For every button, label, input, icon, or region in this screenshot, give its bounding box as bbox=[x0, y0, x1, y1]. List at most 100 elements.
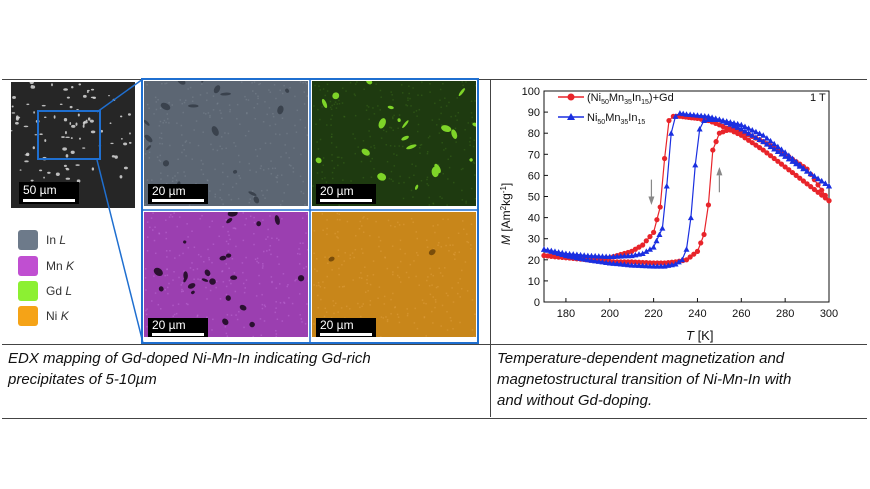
series-1-point bbox=[672, 113, 679, 119]
series-1-point bbox=[763, 135, 770, 141]
series-1-point bbox=[822, 180, 829, 186]
series-1-point bbox=[687, 214, 694, 221]
series-1-point bbox=[668, 130, 675, 136]
row-divider bbox=[2, 344, 867, 345]
y-tick-label: 0 bbox=[534, 297, 540, 309]
sem-overview-image: 50 µm bbox=[11, 82, 135, 208]
x-tick-label: 240 bbox=[688, 308, 706, 320]
series-1-point bbox=[767, 137, 774, 144]
series-1-point bbox=[807, 170, 814, 177]
series-1-point bbox=[723, 118, 730, 124]
panel-scale-bar bbox=[152, 199, 204, 202]
y-tick-label: 50 bbox=[528, 192, 540, 204]
series-1-point bbox=[815, 175, 822, 182]
series-1-point bbox=[599, 258, 606, 265]
x-axis-title: T [K] bbox=[686, 328, 713, 343]
series-1-point bbox=[603, 259, 610, 265]
series-0-point bbox=[687, 254, 693, 260]
panel-scale-label: 20 µm bbox=[320, 184, 354, 198]
series-0-point bbox=[629, 259, 635, 265]
series-1-cooling-line bbox=[543, 112, 830, 258]
series-0-point bbox=[756, 145, 763, 151]
series-1-point bbox=[800, 165, 807, 171]
y-tick-label: 100 bbox=[522, 86, 540, 98]
legend-marker-red bbox=[567, 93, 575, 101]
zoom-lines bbox=[96, 78, 479, 344]
series-1-point bbox=[646, 246, 653, 252]
series-1-point bbox=[738, 121, 745, 128]
series-0-point bbox=[643, 260, 649, 266]
series-1-point bbox=[793, 158, 800, 165]
panel-scale-bar bbox=[320, 199, 372, 202]
series-0-point bbox=[764, 150, 770, 156]
legend-marker-blue bbox=[567, 113, 575, 120]
series-1-point bbox=[551, 249, 558, 255]
series-1-point bbox=[562, 252, 569, 259]
legend-label-gd: (Ni50Mn35In15)+Gd bbox=[587, 92, 674, 106]
series-1-point bbox=[756, 130, 763, 137]
series-1-point bbox=[756, 136, 763, 143]
series-1-point bbox=[789, 155, 796, 162]
legend-element: In bbox=[46, 233, 57, 247]
series-0-point bbox=[643, 238, 649, 244]
sem-scale-box bbox=[19, 182, 79, 204]
legend-swatch bbox=[18, 230, 38, 250]
series-1-point bbox=[752, 128, 759, 135]
magnetization-chart: 180 200 220 240 260 280 300 0 10 20 30 40 50 60 70 80 90… bbox=[499, 86, 838, 343]
series-0-point bbox=[698, 240, 704, 246]
series-0-point bbox=[789, 169, 796, 176]
series-0-point bbox=[760, 147, 766, 153]
series-1-point bbox=[727, 119, 734, 125]
series-0-point bbox=[746, 137, 752, 143]
series-1-point bbox=[731, 120, 737, 126]
series-0-point bbox=[815, 182, 821, 188]
series-1-point bbox=[584, 256, 591, 263]
edx-panel-mn: 20 µm bbox=[144, 212, 308, 337]
series-1-point bbox=[643, 248, 650, 254]
right-caption-line3: and without Gd-doping. bbox=[497, 392, 653, 409]
y-tick-label: 10 bbox=[528, 276, 540, 288]
edx-panel-in: 20 µm bbox=[144, 81, 308, 206]
series-0-point bbox=[657, 204, 663, 210]
series-0-point bbox=[640, 259, 646, 266]
series-1-point bbox=[548, 248, 555, 254]
series-1-point bbox=[701, 117, 708, 124]
zoom-region-box bbox=[37, 110, 101, 160]
series-0-point bbox=[771, 155, 777, 162]
series-0-point bbox=[800, 178, 807, 184]
field-label: 1 T bbox=[810, 92, 826, 104]
series-1-point bbox=[573, 251, 580, 258]
series-0-point bbox=[661, 155, 668, 162]
series-1-point bbox=[763, 141, 770, 147]
series-1-point bbox=[650, 244, 657, 250]
series-0-point bbox=[710, 147, 716, 153]
series-0-point bbox=[819, 187, 825, 193]
series-0-point bbox=[808, 184, 814, 190]
series-1-point bbox=[811, 173, 818, 179]
series-1-point bbox=[625, 261, 632, 268]
series-0-point bbox=[651, 229, 657, 235]
column-divider bbox=[490, 79, 491, 417]
y-tick-label: 80 bbox=[528, 128, 540, 140]
series-1-point bbox=[696, 125, 703, 132]
legend-line: L bbox=[65, 284, 73, 298]
series-1-point bbox=[749, 127, 756, 133]
series-0-point bbox=[654, 217, 660, 223]
series-1-point bbox=[745, 130, 752, 136]
x-tick-label: 200 bbox=[601, 308, 619, 320]
series-0-cooling-line bbox=[543, 115, 830, 260]
series-1-point bbox=[656, 231, 663, 237]
series-1-point bbox=[577, 255, 584, 261]
legend-swatch bbox=[18, 256, 38, 276]
series-0-point bbox=[658, 260, 664, 266]
series-1-point bbox=[692, 161, 699, 168]
y-tick-label: 70 bbox=[528, 149, 540, 161]
series-1-point bbox=[760, 132, 767, 138]
series-1-point bbox=[653, 237, 660, 244]
legend-label-pure: Ni50Mn35In15 bbox=[587, 112, 645, 126]
series-1-point bbox=[679, 256, 686, 263]
series-1-point bbox=[581, 252, 588, 258]
series-0-point bbox=[683, 257, 690, 263]
sem-scale-label: 50 µm bbox=[23, 183, 57, 197]
series-1-point bbox=[796, 161, 803, 168]
